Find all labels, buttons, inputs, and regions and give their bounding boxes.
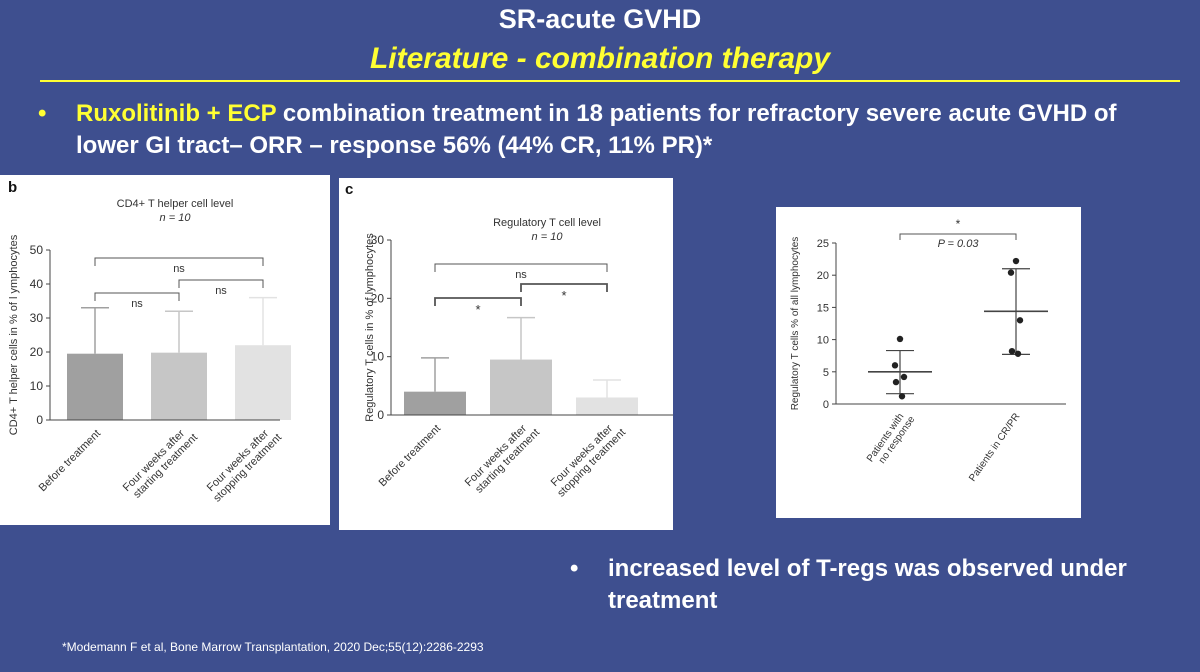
- y-tick-label: 20: [817, 270, 829, 282]
- y-tick-label: 20: [371, 291, 385, 305]
- panel-label: c: [345, 181, 353, 198]
- significance-label: *: [561, 288, 566, 303]
- y-tick-label: 25: [817, 238, 829, 250]
- y-tick-label: 30: [371, 233, 385, 247]
- y-axis-label: Regulatory T cells in % of lymphocytes: [364, 233, 376, 422]
- bullet-2-text: increased level of T-regs was observed u…: [608, 555, 1127, 614]
- data-point: [896, 335, 904, 343]
- x-tick-label: Patients in CR/PR: [967, 411, 1022, 483]
- significance-bracket: [94, 257, 264, 266]
- x-tick-label: Before treatment: [37, 428, 103, 494]
- significance-bracket: [94, 292, 180, 301]
- significance-label: ns: [215, 285, 227, 297]
- chart-title: CD4+ T helper cell level: [117, 198, 234, 210]
- data-point: [891, 362, 899, 369]
- y-tick-label: 10: [30, 379, 44, 393]
- y-tick-label: 10: [371, 350, 385, 364]
- y-axis-label: CD4+ T helper cells in % of l ymphocytes: [8, 234, 20, 435]
- bar: [576, 397, 638, 415]
- bar: [67, 353, 123, 420]
- significance-label: *: [475, 302, 480, 317]
- chart-scatter-svg: 0 5 10 15 20 25 Regulatory T cells % of all ly…: [790, 217, 1066, 484]
- title-underline: [40, 80, 1180, 82]
- significance-label: ns: [173, 263, 185, 275]
- significance-bracket: [434, 297, 522, 306]
- significance-bracket: [434, 263, 608, 272]
- y-tick-label: 40: [30, 277, 44, 291]
- p-value-label: P = 0.03: [938, 238, 980, 250]
- data-point: [898, 393, 906, 400]
- chart-panel-b: b CD4+ T helper cell level n = 10 0 10 20 30 40…: [0, 175, 330, 525]
- bar: [490, 359, 552, 415]
- bar: [235, 345, 291, 420]
- bullet-dot: •: [38, 100, 47, 127]
- y-tick-label: 10: [817, 335, 829, 347]
- x-tick-label: Before treatment: [377, 423, 443, 489]
- y-tick-label: 20: [30, 345, 44, 359]
- significance-bracket: [178, 279, 264, 288]
- panel-label: b: [8, 179, 17, 196]
- data-point: [1012, 257, 1020, 265]
- data-point: [1014, 350, 1022, 357]
- y-tick-label: 0: [823, 399, 829, 411]
- y-axis-label: Regulatory T cells % of all lymphocytes: [790, 237, 801, 411]
- y-tick-label: 30: [30, 311, 44, 325]
- bullet-1-body: combination treatment in 18 patients for…: [76, 100, 1117, 159]
- significance-bracket: [899, 233, 1017, 240]
- y-tick-label: 50: [30, 243, 44, 257]
- data-point: [1008, 347, 1016, 355]
- bullet-1-text: Ruxolitinib + ECP combination treatment …: [76, 98, 1176, 162]
- bar: [151, 352, 207, 420]
- data-point: [900, 373, 908, 381]
- y-tick-label: 0: [36, 413, 43, 427]
- slide-subtitle: Literature - combination therapy: [369, 42, 831, 75]
- data-point: [1007, 269, 1015, 276]
- significance-label: ns: [515, 269, 527, 281]
- chart-title: Regulatory T cell level: [493, 217, 601, 229]
- significance-star: *: [956, 217, 961, 231]
- bullet-dot: •: [570, 555, 579, 582]
- data-point: [892, 378, 900, 386]
- y-tick-label: 5: [823, 367, 829, 379]
- chart-subtitle: n = 10: [532, 231, 564, 243]
- chart-b-svg: b CD4+ T helper cell level n = 10 0 10 20 30 40…: [8, 179, 291, 505]
- significance-bracket: [520, 283, 608, 292]
- bar: [404, 391, 466, 415]
- slide-title: SR-acute GVHD: [498, 4, 702, 34]
- y-tick-label: 15: [817, 302, 829, 314]
- significance-label: ns: [131, 298, 143, 310]
- y-tick-label: 0: [377, 408, 384, 422]
- chart-c-svg: c Regulatory T cell level n = 10 0 10 20 30Reg…: [345, 181, 673, 500]
- bullet-1-highlight: Ruxolitinib + ECP: [76, 100, 277, 127]
- chart-panel-c: c Regulatory T cell level n = 10 0 10 20 30 Reg…: [339, 178, 673, 530]
- data-point: [1016, 317, 1024, 324]
- chart-subtitle: n = 10: [160, 212, 192, 224]
- chart-panel-scatter: 0 5 10 15 20 25 Regulatory T cells % of all ly…: [776, 207, 1081, 518]
- citation: *Modemann F et al, Bone Marrow Transplan…: [62, 640, 484, 654]
